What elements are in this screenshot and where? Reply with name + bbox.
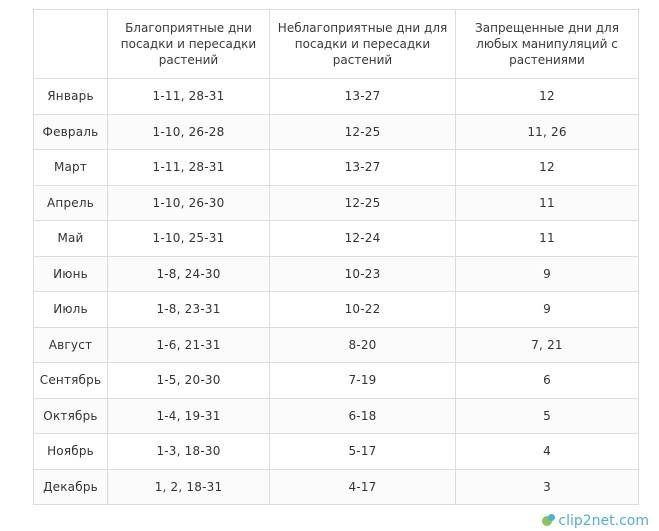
table-row: Июль 1-8, 23-31 10-22 9	[33, 291, 639, 328]
forbidden-days-cell: 4	[455, 433, 639, 470]
header-month	[33, 9, 108, 79]
table-row: Июнь 1-8, 24-30 10-23 9	[33, 255, 639, 292]
table-row: Декабрь 1, 2, 18-31 4-17 3	[33, 468, 639, 505]
month-cell: Август	[33, 326, 108, 363]
month-cell: Май	[33, 220, 108, 257]
month-cell: Сентябрь	[33, 362, 108, 399]
favorable-days-cell: 1-10, 26-28	[107, 113, 270, 150]
unfavorable-days-cell: 4-17	[269, 468, 456, 505]
clip2net-logo-icon	[540, 513, 556, 529]
table-row: Август 1-6, 21-31 8-20 7, 21	[33, 326, 639, 363]
header-forbidden-days: Запрещенные дни для любых манипуляций с …	[455, 9, 639, 79]
forbidden-days-cell: 9	[455, 255, 639, 292]
unfavorable-days-cell: 8-20	[269, 326, 456, 363]
table-row: Апрель 1-10, 26-30 12-25 11	[33, 184, 639, 221]
forbidden-days-cell: 11, 26	[455, 113, 639, 150]
month-cell: Март	[33, 149, 108, 186]
favorable-days-cell: 1-3, 18-30	[107, 433, 270, 470]
forbidden-days-cell: 12	[455, 149, 639, 186]
header-favorable-days: Благоприятные дни посадки и пересадки ра…	[107, 9, 270, 79]
table-row: Сентябрь 1-5, 20-30 7-19 6	[33, 362, 639, 399]
table-row: Ноябрь 1-3, 18-30 5-17 4	[33, 433, 639, 470]
month-cell: Апрель	[33, 184, 108, 221]
favorable-days-cell: 1-10, 26-30	[107, 184, 270, 221]
unfavorable-days-cell: 10-22	[269, 291, 456, 328]
forbidden-days-cell: 5	[455, 397, 639, 434]
favorable-days-cell: 1-8, 23-31	[107, 291, 270, 328]
favorable-days-cell: 1-11, 28-31	[107, 78, 270, 115]
month-cell: Январь	[33, 78, 108, 115]
month-cell: Июль	[33, 291, 108, 328]
table-row: Февраль 1-10, 26-28 12-25 11, 26	[33, 113, 639, 150]
watermark-text: clip2net.com	[558, 513, 649, 529]
unfavorable-days-cell: 5-17	[269, 433, 456, 470]
unfavorable-days-cell: 6-18	[269, 397, 456, 434]
clip2net-watermark: clip2net.com	[540, 513, 649, 529]
forbidden-days-cell: 12	[455, 78, 639, 115]
unfavorable-days-cell: 10-23	[269, 255, 456, 292]
forbidden-days-cell: 9	[455, 291, 639, 328]
forbidden-days-cell: 6	[455, 362, 639, 399]
unfavorable-days-cell: 13-27	[269, 149, 456, 186]
table-row: Октябрь 1-4, 19-31 6-18 5	[33, 397, 639, 434]
favorable-days-cell: 1-8, 24-30	[107, 255, 270, 292]
favorable-days-cell: 1-5, 20-30	[107, 362, 270, 399]
month-cell: Ноябрь	[33, 433, 108, 470]
unfavorable-days-cell: 12-25	[269, 113, 456, 150]
forbidden-days-cell: 7, 21	[455, 326, 639, 363]
month-cell: Октябрь	[33, 397, 108, 434]
forbidden-days-cell: 3	[455, 468, 639, 505]
favorable-days-cell: 1-10, 25-31	[107, 220, 270, 257]
month-cell: Декабрь	[33, 468, 108, 505]
header-unfavorable-days: Неблагоприятные дни для посадки и переса…	[269, 9, 456, 79]
unfavorable-days-cell: 12-25	[269, 184, 456, 221]
favorable-days-cell: 1-11, 28-31	[107, 149, 270, 186]
table-row: Январь 1-11, 28-31 13-27 12	[33, 78, 639, 115]
unfavorable-days-cell: 12-24	[269, 220, 456, 257]
planting-calendar-table: Благоприятные дни посадки и пересадки ра…	[33, 9, 639, 505]
forbidden-days-cell: 11	[455, 184, 639, 221]
favorable-days-cell: 1-4, 19-31	[107, 397, 270, 434]
table-header-row: Благоприятные дни посадки и пересадки ра…	[33, 9, 639, 79]
favorable-days-cell: 1, 2, 18-31	[107, 468, 270, 505]
forbidden-days-cell: 11	[455, 220, 639, 257]
month-cell: Июнь	[33, 255, 108, 292]
calendar-table-container: Благоприятные дни посадки и пересадки ра…	[33, 9, 639, 505]
favorable-days-cell: 1-6, 21-31	[107, 326, 270, 363]
table-row: Май 1-10, 25-31 12-24 11	[33, 220, 639, 257]
unfavorable-days-cell: 13-27	[269, 78, 456, 115]
table-row: Март 1-11, 28-31 13-27 12	[33, 149, 639, 186]
month-cell: Февраль	[33, 113, 108, 150]
unfavorable-days-cell: 7-19	[269, 362, 456, 399]
